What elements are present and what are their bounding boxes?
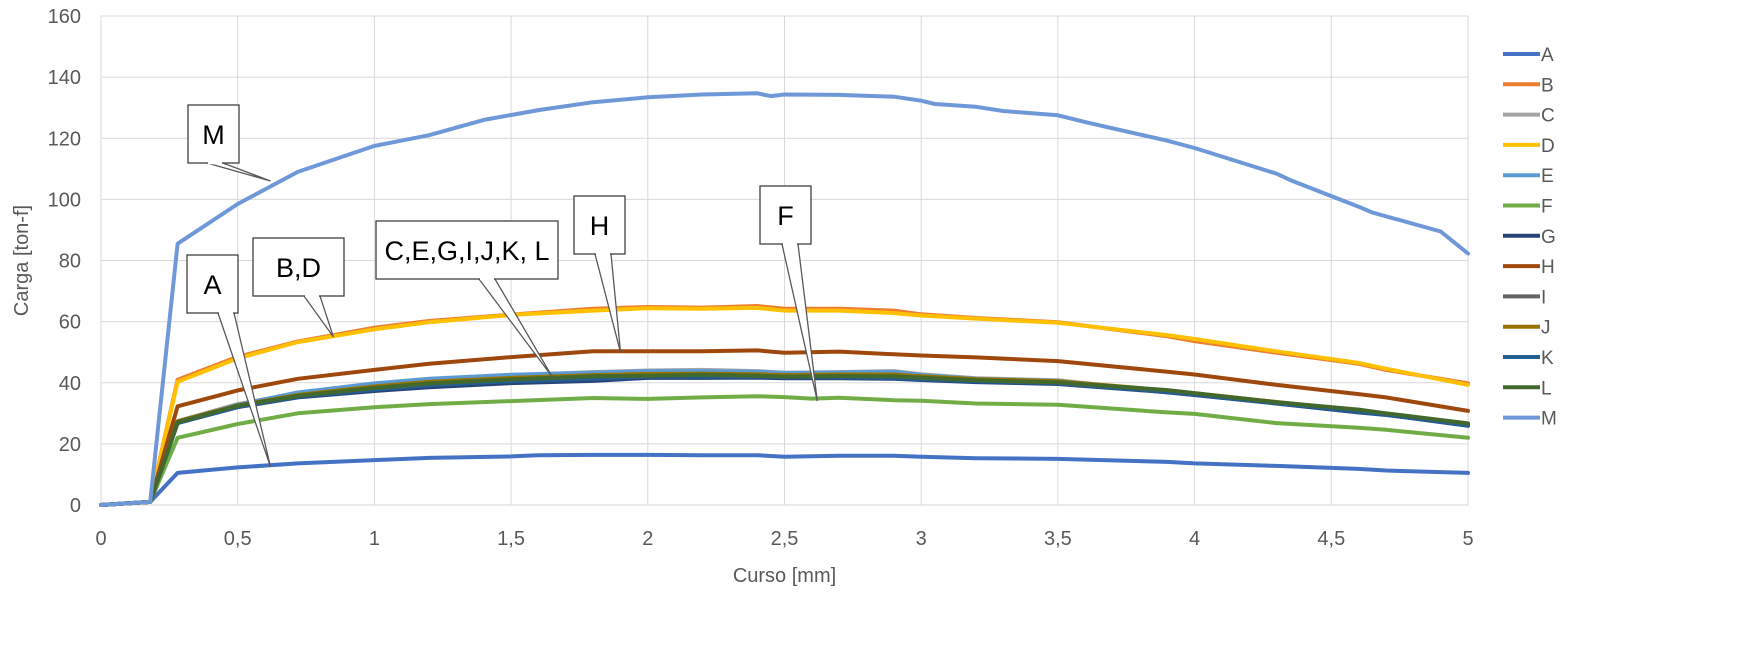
callout-pointer (206, 162, 271, 182)
x-tick-label: 4 (1189, 528, 1200, 550)
x-tick-label: 2,5 (771, 528, 799, 550)
legend-label-m: M (1541, 409, 1557, 430)
x-tick-label: 3 (916, 528, 927, 550)
callout-label: M (202, 120, 225, 150)
series-line-d (99, 305, 1470, 507)
legend-label-c: C (1541, 106, 1555, 127)
callout-4: C,E,G,I,J,K, L (375, 220, 559, 377)
y-tick-label: 60 (59, 312, 81, 334)
callout-2: A (186, 254, 272, 468)
y-axis-title: Carga [ton-f] (11, 205, 33, 316)
series-line-h (99, 348, 1470, 507)
y-tick-label: 120 (48, 128, 81, 150)
legend-label-i: I (1541, 287, 1546, 308)
callout-box (187, 104, 240, 164)
callout-pointer (302, 295, 335, 338)
y-tick-label: 160 (48, 6, 81, 28)
legend-label-a: A (1541, 45, 1554, 66)
callout-label: F (777, 201, 794, 231)
callout-3: B,D (252, 237, 345, 338)
legend-label-e: E (1541, 166, 1554, 187)
callouts: M A B,D C,E,G,I,J,K, L H F (186, 104, 818, 468)
legend-label-f: F (1541, 197, 1553, 218)
callout-box (573, 195, 626, 255)
callout-box (252, 237, 345, 297)
callout-5: H (573, 195, 626, 353)
callout-6: F (759, 185, 818, 402)
x-tick-label: 3,5 (1044, 528, 1072, 550)
callout-label: H (590, 211, 610, 241)
legend-label-h: H (1541, 257, 1555, 278)
series-line-f (99, 394, 1470, 507)
y-axis-tick-labels: 0 20 40 60 80 100 120 140 160 (48, 6, 81, 517)
x-tick-label: 1 (369, 528, 380, 550)
x-tick-label: 4,5 (1317, 528, 1345, 550)
series-line-a (99, 452, 1470, 507)
callout-box (375, 220, 559, 280)
callout-pointer (594, 253, 622, 353)
y-tick-label: 20 (59, 434, 81, 456)
legend-label-j: J (1541, 318, 1551, 339)
legend-label-l: L (1541, 378, 1552, 399)
series-line-l (99, 372, 1470, 507)
callout-label: C,E,G,I,J,K, L (384, 236, 549, 266)
callout-label: A (203, 270, 221, 300)
y-tick-label: 80 (59, 251, 81, 273)
y-tick-label: 0 (70, 495, 81, 517)
y-tick-label: 100 (48, 189, 81, 211)
callout-1: M (187, 104, 271, 182)
callout-box (759, 185, 812, 245)
legend-label-d: D (1541, 136, 1555, 157)
x-tick-label: 5 (1462, 528, 1473, 550)
legend-label-b: B (1541, 75, 1554, 96)
x-tick-label: 1,5 (497, 528, 525, 550)
callout-pointer (477, 278, 553, 377)
legend-label-k: K (1541, 348, 1554, 369)
x-tick-label: 0 (95, 528, 106, 550)
series-lines (99, 91, 1470, 507)
y-tick-label: 140 (48, 67, 81, 89)
x-axis-tick-labels: 0 0,5 1 1,5 2 2,5 3 3,5 4 4,5 5 (95, 528, 1473, 550)
series-line-m (99, 91, 1470, 507)
callout-label: B,D (276, 253, 321, 283)
legend-label-g: G (1541, 227, 1556, 248)
x-tick-label: 0,5 (224, 528, 252, 550)
y-tick-label: 40 (59, 373, 81, 395)
callout-box (186, 254, 239, 314)
x-tick-label: 2 (642, 528, 653, 550)
x-axis-title: Curso [mm] (733, 565, 836, 587)
